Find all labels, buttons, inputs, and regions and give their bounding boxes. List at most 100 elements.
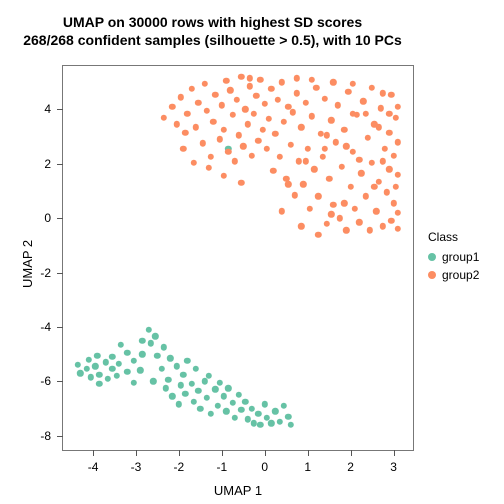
legend-item: group1 [428, 250, 479, 264]
y-tick-label: -8 [40, 429, 51, 443]
data-point [189, 86, 195, 92]
data-point [167, 355, 173, 361]
data-point [221, 393, 227, 399]
data-point [395, 226, 401, 232]
data-point [212, 386, 218, 392]
data-point [238, 180, 244, 186]
data-point [204, 108, 210, 114]
y-tick-mark [57, 218, 63, 219]
x-tick-mark [394, 450, 395, 456]
data-point [163, 385, 169, 391]
data-point [272, 131, 278, 137]
data-point [86, 356, 92, 362]
data-point [83, 366, 89, 372]
data-point [388, 218, 394, 224]
data-point [395, 172, 401, 178]
chart-title-line2: 268/268 confident samples (silhouette > … [0, 32, 425, 50]
data-point [371, 184, 377, 190]
y-tick-label: -2 [40, 266, 51, 280]
data-point [206, 165, 212, 171]
data-point [103, 359, 109, 365]
data-point [232, 415, 238, 421]
data-point [268, 420, 274, 426]
data-point [75, 362, 81, 368]
data-point [223, 78, 229, 84]
data-point [109, 354, 115, 360]
data-point [184, 358, 190, 364]
data-point [395, 210, 401, 216]
legend-title: Class [428, 230, 479, 244]
data-point [88, 374, 94, 380]
data-point [195, 99, 201, 105]
x-tick-label: -1 [216, 460, 227, 474]
y-tick-mark [57, 436, 63, 437]
data-point [238, 407, 244, 413]
data-point [96, 371, 102, 377]
data-point [362, 193, 368, 199]
data-point [292, 192, 298, 198]
data-point [395, 104, 401, 110]
data-point [113, 373, 119, 379]
data-point [313, 85, 319, 91]
data-point [294, 75, 300, 81]
data-point [105, 375, 111, 381]
data-point [309, 113, 315, 119]
data-point [390, 153, 396, 159]
data-point [315, 231, 321, 237]
data-point [294, 90, 300, 96]
data-point [341, 127, 347, 133]
data-point [109, 366, 115, 372]
data-point [124, 369, 130, 375]
data-point [285, 413, 291, 419]
data-point [257, 422, 263, 428]
data-point [360, 98, 366, 104]
y-tick-label: 2 [44, 157, 51, 171]
data-point [375, 124, 381, 130]
data-point [324, 132, 330, 138]
data-point [384, 189, 390, 195]
data-point [201, 378, 207, 384]
data-point [210, 119, 216, 125]
data-point [392, 184, 398, 190]
data-point [247, 83, 253, 89]
data-point [362, 110, 368, 116]
data-point [352, 206, 358, 212]
data-point [279, 208, 285, 214]
data-point [281, 403, 287, 409]
data-point [219, 102, 225, 108]
data-point [369, 85, 375, 91]
x-tick-label: 2 [347, 460, 354, 474]
data-point [330, 79, 336, 85]
data-point [322, 95, 328, 101]
data-point [201, 80, 207, 86]
data-point [298, 223, 304, 229]
chart-title-line1: UMAP on 30000 rows with highest SD score… [0, 14, 425, 32]
data-point [332, 139, 338, 145]
data-point [208, 154, 214, 160]
data-point [251, 110, 257, 116]
data-point [277, 154, 283, 160]
data-point [300, 181, 306, 187]
x-tick-mark [265, 450, 266, 456]
data-point [356, 157, 362, 163]
data-point [380, 223, 386, 229]
data-point [339, 163, 345, 169]
data-point [262, 101, 268, 107]
data-point [350, 148, 356, 154]
data-point [240, 143, 246, 149]
data-point [270, 167, 276, 173]
chart-title: UMAP on 30000 rows with highest SD score… [0, 14, 425, 49]
plot-panel: -4-3-2-10123-8-6-4-2024 [62, 65, 414, 451]
data-point [154, 352, 160, 358]
data-point [380, 158, 386, 164]
data-point [392, 114, 398, 120]
data-point [189, 381, 195, 387]
data-point [255, 138, 261, 144]
data-point [390, 200, 396, 206]
data-point [214, 403, 220, 409]
data-point [169, 393, 175, 399]
data-point [281, 119, 287, 125]
data-point [197, 405, 203, 411]
data-point [236, 132, 242, 138]
data-point [328, 117, 334, 123]
